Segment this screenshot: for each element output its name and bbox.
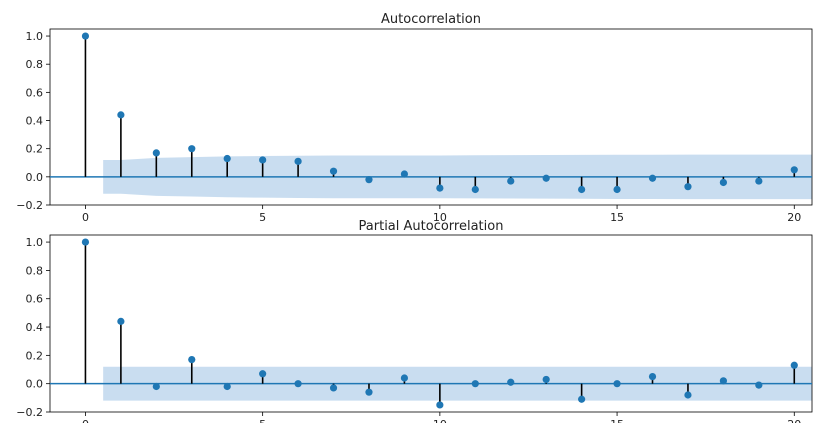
acf-ytick-label: 1.0 bbox=[26, 30, 44, 43]
pacf-point bbox=[223, 382, 231, 391]
pacf-point bbox=[790, 361, 798, 369]
acf-point bbox=[648, 174, 657, 182]
acf-ytick-label: 0.6 bbox=[26, 86, 44, 99]
acf-title: Autocorrelation bbox=[381, 12, 481, 27]
acf-ytick-label: 0.0 bbox=[26, 171, 44, 184]
pacf-point bbox=[152, 382, 160, 391]
pacf-point bbox=[719, 377, 727, 385]
pacf-ytick-label: 0.0 bbox=[26, 378, 44, 391]
pacf-point bbox=[400, 374, 409, 382]
acf-point bbox=[81, 32, 90, 40]
acf-point bbox=[152, 149, 160, 157]
acf-ytick-label: −0.2 bbox=[16, 199, 43, 212]
acf-point bbox=[400, 170, 409, 178]
acf-xtick-label: 0 bbox=[82, 211, 89, 224]
acf-point bbox=[613, 185, 621, 194]
acf-point bbox=[259, 156, 267, 164]
acf-point bbox=[117, 111, 125, 119]
acf-ytick-label: 0.2 bbox=[26, 143, 44, 156]
acf-point bbox=[471, 185, 479, 194]
pacf-point bbox=[613, 380, 621, 388]
pacf-point bbox=[329, 384, 338, 392]
pacf-point bbox=[294, 380, 302, 388]
pacf-panel: −0.2 0.0 0.2 0.4 0.6 0.8 1.0 0 5 10 15 20 Partial Au… bbox=[16, 219, 813, 423]
acf-xtick-label: 5 bbox=[259, 211, 266, 224]
acf-axes-frame bbox=[49, 28, 813, 206]
pacf-xtick-label: 10 bbox=[433, 418, 447, 423]
acf-point bbox=[507, 177, 515, 185]
acf-point bbox=[719, 178, 727, 187]
acf-xtick-label: 10 bbox=[433, 211, 447, 224]
acf-point bbox=[223, 154, 231, 163]
acf-panel: −0.2 0.0 0.2 0.4 0.6 0.8 1.0 0 5 10 15 20 Autocorrel… bbox=[16, 12, 813, 224]
pacf-axes-frame bbox=[49, 234, 813, 413]
pacf-xtick-label: 15 bbox=[610, 418, 624, 423]
pacf-ytick-label: 0.8 bbox=[26, 264, 44, 277]
pacf-point bbox=[259, 370, 267, 378]
pacf-xtick-label: 0 bbox=[82, 418, 89, 423]
acf-point bbox=[578, 185, 586, 194]
pacf-point bbox=[81, 238, 90, 246]
pacf-point bbox=[684, 391, 692, 399]
pacf-point bbox=[578, 395, 586, 403]
pacf-title: Partial Autocorrelation bbox=[359, 219, 504, 234]
pacf-ytick-label: 0.4 bbox=[26, 321, 44, 334]
pacf-ytick-label: 0.6 bbox=[26, 293, 44, 306]
pacf-xtick-label: 5 bbox=[259, 418, 266, 423]
pacf-point bbox=[755, 381, 763, 389]
acf-point bbox=[294, 157, 302, 165]
pacf-xtick-label: 20 bbox=[787, 418, 801, 423]
acf-point bbox=[542, 174, 550, 182]
acf-point bbox=[684, 183, 692, 191]
pacf-ytick-label: 1.0 bbox=[26, 236, 44, 249]
pacf-ytick-label: −0.2 bbox=[16, 406, 43, 419]
acf-point bbox=[365, 176, 373, 184]
acf-ytick-label: 0.4 bbox=[26, 115, 44, 128]
pacf-ytick-label: 0.2 bbox=[26, 349, 44, 362]
pacf-point bbox=[507, 378, 515, 386]
pacf-point bbox=[188, 356, 196, 364]
acf-point bbox=[755, 177, 763, 185]
acf-xtick-label: 15 bbox=[610, 211, 624, 224]
pacf-point bbox=[117, 317, 125, 325]
pacf-point bbox=[436, 401, 444, 409]
acf-point bbox=[329, 167, 338, 175]
pacf-point bbox=[471, 380, 479, 388]
acf-point bbox=[188, 145, 196, 153]
acf-point bbox=[436, 184, 444, 192]
pacf-point bbox=[648, 373, 657, 381]
pacf-point bbox=[542, 375, 550, 384]
acf-point bbox=[790, 166, 798, 174]
pacf-point bbox=[365, 388, 373, 396]
acf-xtick-label: 20 bbox=[787, 211, 801, 224]
acf-ytick-label: 0.8 bbox=[26, 58, 44, 71]
